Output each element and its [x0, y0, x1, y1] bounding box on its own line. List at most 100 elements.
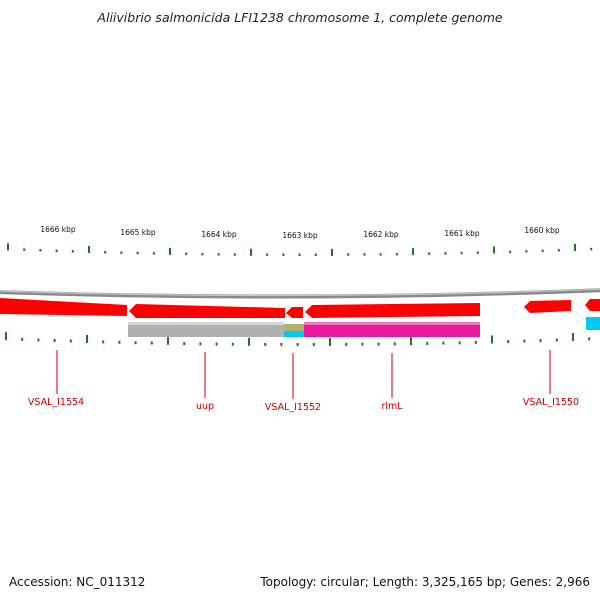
- scale-label: 1660 kbp: [524, 226, 560, 235]
- upper-tick-minor: [185, 252, 188, 256]
- gene-label-uup[interactable]: uup: [196, 401, 214, 412]
- lower-tick-major: [86, 335, 88, 343]
- gene-edge-right-arrow[interactable]: [585, 299, 600, 311]
- upper-tick-major: [7, 243, 9, 251]
- scale-label: 1661 kbp: [444, 229, 480, 238]
- upper-tick-minor: [428, 252, 431, 255]
- lower-tick-minor: [134, 341, 137, 345]
- lower-tick-minor: [280, 343, 283, 346]
- upper-tick-track: [7, 243, 593, 256]
- upper-tick-minor: [525, 250, 528, 253]
- upper-tick-minor: [444, 252, 447, 255]
- accession-text: Accession: NC_011312: [9, 575, 146, 589]
- upper-tick-major: [250, 248, 252, 256]
- upper-tick-minor: [282, 253, 285, 256]
- upper-tick-major: [169, 247, 171, 255]
- scale-label-group: 1666 kbp 1665 kbp 1664 kbp 1663 kbp 1662 kbp…: [40, 225, 560, 240]
- upper-tick-major: [412, 248, 414, 256]
- gene-label-VSAL_I1552[interactable]: VSAL_I1552: [265, 402, 321, 413]
- gene-VSAL_I1554-arrow[interactable]: [0, 298, 127, 316]
- gene-uup-arrow[interactable]: [129, 304, 285, 318]
- lower-tick-major: [167, 336, 169, 345]
- lower-tick-major: [410, 337, 412, 346]
- genome-backbone-arc: [0, 288, 600, 299]
- lower-tick-minor: [21, 337, 24, 341]
- upper-tick-minor: [314, 253, 317, 256]
- genome-backbone-highlight: [0, 288, 600, 297]
- lower-tick-minor: [102, 340, 105, 344]
- upper-tick-minor: [71, 250, 74, 253]
- upper-tick-minor: [347, 253, 350, 256]
- upper-tick-minor: [55, 249, 58, 253]
- upper-tick-minor: [39, 249, 42, 252]
- scale-label: 1663 kbp: [282, 231, 318, 240]
- gene-VSAL_I1550-arrow[interactable]: [524, 300, 571, 313]
- map-title: Aliivibrio salmonicida LFI1238 chromosom…: [97, 10, 503, 25]
- gene-label-VSAL_I1550[interactable]: VSAL_I1550: [523, 397, 579, 408]
- upper-tick-minor: [395, 252, 398, 256]
- upper-tick-minor: [201, 252, 204, 256]
- lower-tick-minor: [361, 342, 364, 346]
- upper-tick-minor: [217, 253, 220, 256]
- feature-uup-grey-highlight: [128, 322, 284, 325]
- lower-tick-minor: [442, 341, 445, 345]
- lower-tick-major: [491, 335, 493, 344]
- lower-tick-minor: [555, 338, 558, 342]
- lower-tick-minor: [150, 341, 153, 345]
- feature-VSAL_I1552-cyan-block[interactable]: [284, 331, 304, 337]
- lower-tick-major: [248, 337, 250, 346]
- feature-VSAL_I1552-olive-block[interactable]: [284, 324, 304, 331]
- upper-tick-major: [88, 246, 90, 253]
- upper-tick-minor: [460, 251, 463, 255]
- upper-tick-major: [574, 244, 576, 251]
- upper-tick-major: [493, 246, 495, 254]
- gene-VSAL_I1552-arrow[interactable]: [286, 307, 303, 318]
- lower-tick-minor: [37, 338, 40, 342]
- upper-tick-minor: [23, 248, 26, 251]
- upper-tick-minor: [379, 253, 382, 256]
- feature-rlmL-magenta-block[interactable]: [304, 322, 480, 337]
- lower-tick-minor: [215, 342, 218, 346]
- upper-tick-minor: [120, 251, 123, 254]
- feature-uup-grey-block[interactable]: [128, 322, 284, 337]
- lower-tick-minor: [264, 342, 267, 346]
- scale-label: 1662 kbp: [363, 230, 399, 239]
- lower-tick-track: [5, 332, 591, 346]
- upper-tick-minor: [152, 252, 155, 255]
- gene-label-VSAL_I1554[interactable]: VSAL_I1554: [28, 397, 84, 408]
- lower-tick-minor: [474, 340, 477, 344]
- lower-tick-minor: [539, 339, 542, 343]
- lower-tick-major: [329, 337, 331, 346]
- feature-edge-right-cyan-block[interactable]: [586, 317, 600, 330]
- lower-tick-minor: [345, 342, 348, 346]
- gene-label-rlmL[interactable]: rlmL: [381, 401, 403, 412]
- feature-rlmL-magenta-highlight: [304, 322, 480, 325]
- upper-tick-major: [331, 248, 333, 256]
- scale-label: 1666 kbp: [40, 225, 76, 234]
- lower-tick-minor: [393, 342, 396, 346]
- lower-tick-minor: [118, 340, 121, 344]
- lower-tick-minor: [312, 343, 315, 346]
- upper-tick-minor: [104, 251, 107, 254]
- scale-label: 1664 kbp: [201, 230, 237, 239]
- upper-tick-minor: [233, 253, 236, 256]
- lower-tick-minor: [588, 337, 591, 341]
- upper-tick-minor: [557, 249, 560, 252]
- upper-tick-minor: [509, 250, 512, 254]
- lower-tick-minor: [523, 339, 526, 343]
- upper-tick-minor: [363, 253, 366, 256]
- lower-tick-minor: [507, 340, 510, 344]
- lower-tick-minor: [53, 339, 56, 342]
- upper-tick-minor: [476, 251, 479, 254]
- lower-tick-major: [5, 332, 7, 341]
- genome-summary-text: Topology: circular; Length: 3,325,165 bp…: [260, 575, 590, 589]
- upper-tick-minor: [266, 253, 269, 256]
- scale-label: 1665 kbp: [120, 228, 156, 237]
- lower-tick-minor: [199, 342, 202, 346]
- lower-tick-major: [572, 333, 574, 341]
- lower-tick-minor: [231, 342, 234, 346]
- lower-tick-minor: [69, 339, 72, 343]
- lower-tick-minor: [377, 342, 380, 346]
- gene-rlmL-arrow[interactable]: [305, 303, 480, 318]
